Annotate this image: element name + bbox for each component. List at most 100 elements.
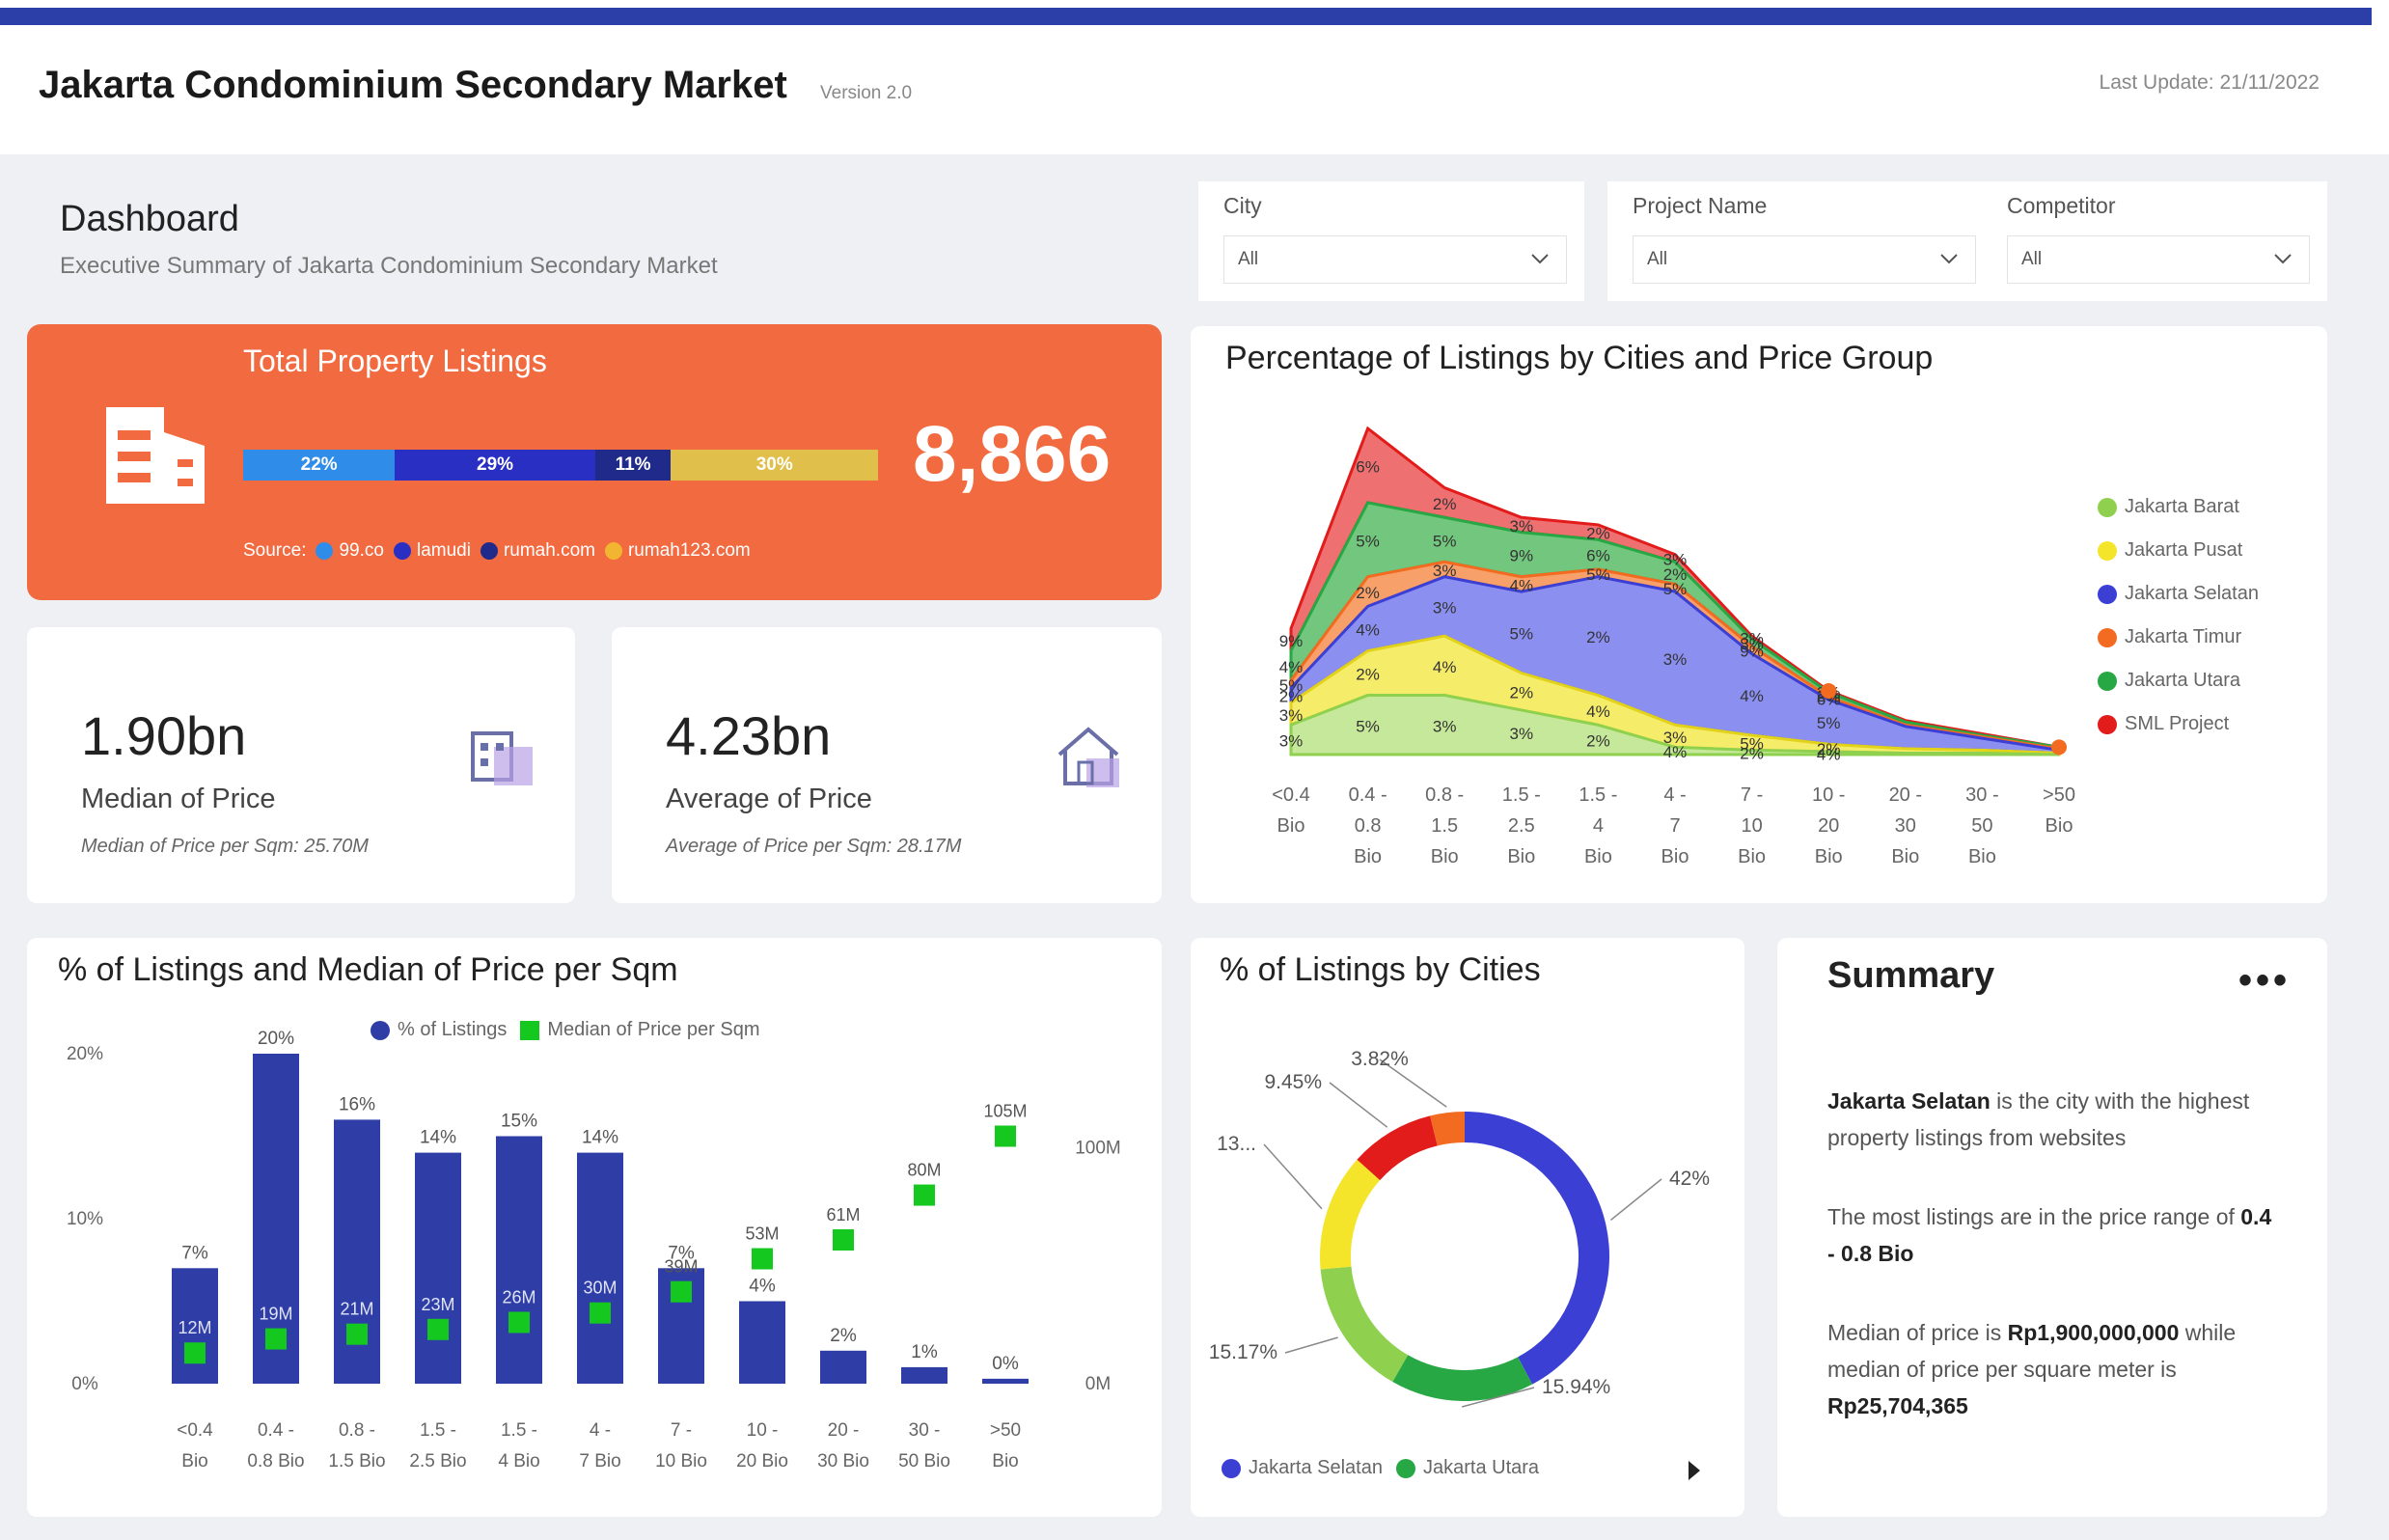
median-marker[interactable] xyxy=(833,1228,854,1251)
median-marker-label: 21M xyxy=(340,1300,373,1319)
source-name: 99.co xyxy=(339,540,384,561)
donut-slice-jakarta-utara[interactable] xyxy=(1392,1355,1533,1401)
city-dropdown-value: All xyxy=(1238,249,1259,269)
area-point-label: 4% xyxy=(1817,745,1841,763)
median-marker[interactable] xyxy=(346,1323,368,1345)
legend-dot xyxy=(604,542,622,560)
legend-median[interactable]: Median of Price per Sqm xyxy=(520,1019,760,1041)
source-name: rumah.com xyxy=(503,540,595,561)
area-point-label: 3% xyxy=(1279,706,1304,725)
x-tick-label: Bio xyxy=(1277,815,1305,837)
legend-dot xyxy=(393,542,411,560)
median-marker[interactable] xyxy=(995,1125,1016,1147)
x-tick-label: 0.4 - xyxy=(258,1420,294,1441)
donut-slice-jakarta-selatan[interactable] xyxy=(1465,1112,1609,1385)
legend-label: SML Project xyxy=(2125,713,2230,734)
donut-leader-line xyxy=(1284,1336,1338,1354)
x-tick-label: <0.4 xyxy=(177,1420,213,1441)
summary-text: Median of price is xyxy=(1827,1320,2008,1345)
listing-bar[interactable] xyxy=(739,1301,785,1385)
donut-legend: Jakarta Selatan Jakarta Utara xyxy=(1222,1457,1539,1479)
source-rumah123: rumah123.com xyxy=(604,540,751,562)
summary-text: The most listings are in the price range… xyxy=(1827,1204,2241,1229)
listing-bar[interactable] xyxy=(901,1366,947,1384)
listing-bar[interactable] xyxy=(982,1378,1029,1384)
listing-bar[interactable] xyxy=(577,1152,623,1384)
x-tick-label: 7 xyxy=(1669,815,1680,837)
filter-city-label: City xyxy=(1223,193,1262,218)
chevron-down-icon xyxy=(1531,254,1549,264)
source-name: lamudi xyxy=(416,540,471,561)
listing-bar-label: 4% xyxy=(749,1277,776,1297)
listing-bar[interactable] xyxy=(415,1152,461,1384)
listing-bar-label: 7% xyxy=(668,1243,695,1263)
donut-slice-jakarta-timur[interactable] xyxy=(1430,1112,1465,1146)
donut-slice-label: 13... xyxy=(1217,1133,1256,1155)
median-marker[interactable] xyxy=(671,1280,692,1303)
area-point-label: 5% xyxy=(1356,532,1380,550)
listing-bar[interactable] xyxy=(820,1350,866,1384)
area-chart-title: Percentage of Listings by Cities and Pri… xyxy=(1225,340,1934,376)
legend-jakarta-selatan[interactable]: Jakarta Selatan xyxy=(1222,1457,1383,1479)
x-tick-label: Bio xyxy=(1891,846,1919,867)
x-tick-label: Bio xyxy=(1354,846,1382,867)
median-marker[interactable] xyxy=(427,1318,449,1340)
median-marker[interactable] xyxy=(590,1302,611,1324)
x-tick-label: 20 - xyxy=(1889,784,1922,806)
median-marker[interactable] xyxy=(265,1328,287,1350)
city-dropdown[interactable]: All xyxy=(1223,235,1567,284)
legend-jakarta-selatan[interactable]: Jakarta Selatan xyxy=(2098,583,2259,605)
donut-slice-label: 3.82% xyxy=(1351,1048,1409,1070)
donut-slice-jakarta-barat[interactable] xyxy=(1320,1266,1409,1383)
competitor-dropdown[interactable]: All xyxy=(2007,235,2310,284)
median-marker[interactable] xyxy=(752,1248,773,1270)
median-marker[interactable] xyxy=(508,1311,530,1334)
next-arrow-icon[interactable] xyxy=(1685,1459,1704,1482)
x-tick-label: 0.8 xyxy=(1355,815,1382,837)
x-tick-label: 7 Bio xyxy=(579,1451,620,1471)
x-tick-label: <0.4 xyxy=(1272,784,1309,806)
more-options-icon[interactable]: ••• xyxy=(2238,959,2291,1002)
area-series-jakarta-barat xyxy=(1289,694,2060,756)
legend-jakarta-pusat[interactable]: Jakarta Pusat xyxy=(2098,539,2259,562)
area-point-label: 3% xyxy=(1663,550,1688,568)
legend-square xyxy=(520,1020,540,1040)
area-chart: 3%5% 3% 3% 2%4% 2% 4%3%2% 4%2%4%3% 5% 2%2%4%3%5%… xyxy=(1272,426,2075,867)
listing-bar[interactable] xyxy=(496,1136,542,1385)
legend-listings[interactable]: % of Listings xyxy=(371,1019,507,1041)
legend-jakarta-timur[interactable]: Jakarta Timur xyxy=(2098,626,2259,648)
x-tick-label: 1.5 - xyxy=(420,1420,456,1441)
legend-jakarta-utara[interactable]: Jakarta Utara xyxy=(1395,1457,1540,1479)
source-share-segment: 30% xyxy=(671,450,878,481)
area-point-label: 9% xyxy=(1510,547,1534,565)
y-tick-left: 20% xyxy=(67,1044,103,1064)
legend-jakarta-utara[interactable]: Jakarta Utara xyxy=(2098,670,2259,692)
legend-jakarta-barat[interactable]: Jakarta Barat xyxy=(2098,496,2259,518)
donut-slice-jakarta-pusat[interactable] xyxy=(1320,1159,1381,1270)
median-marker[interactable] xyxy=(184,1342,206,1364)
source-share-segment: 29% xyxy=(395,450,595,481)
legend-dot xyxy=(2098,627,2117,647)
area-point-label: 2% xyxy=(1356,666,1380,684)
donut-slice-label: 15.94% xyxy=(1542,1376,1610,1398)
legend-sml-project[interactable]: SML Project xyxy=(2098,713,2259,735)
area-point-label: 3% xyxy=(1740,630,1764,648)
bar-chart: 0% 10% 20% 0M 100M 7% 12M <0.4 Bio 20% 19M 0.4 - 0.8… xyxy=(67,1029,1121,1471)
median-marker[interactable] xyxy=(914,1184,935,1206)
area-marker xyxy=(1821,682,1837,699)
legend-label: Median of Price per Sqm xyxy=(547,1019,760,1040)
project-dropdown[interactable]: All xyxy=(1633,235,1976,284)
donut-slice-sml-project[interactable] xyxy=(1357,1115,1438,1181)
area-point-label: 2% xyxy=(1356,584,1380,602)
median-marker-label: 26M xyxy=(502,1287,535,1306)
area-point-label: 2% xyxy=(1433,495,1457,513)
area-point-label: 2% xyxy=(1510,684,1534,702)
x-tick-label: 2.5 xyxy=(1508,815,1535,837)
x-tick-label: Bio xyxy=(2046,815,2073,837)
listing-bar[interactable] xyxy=(172,1268,218,1384)
x-tick-label: Bio xyxy=(181,1451,207,1471)
legend-label: Jakarta Utara xyxy=(1422,1457,1540,1478)
area-point-label: 3% xyxy=(1433,598,1457,617)
legend-label: Jakarta Utara xyxy=(2125,670,2241,691)
area-point-label: 2% xyxy=(1586,732,1610,751)
